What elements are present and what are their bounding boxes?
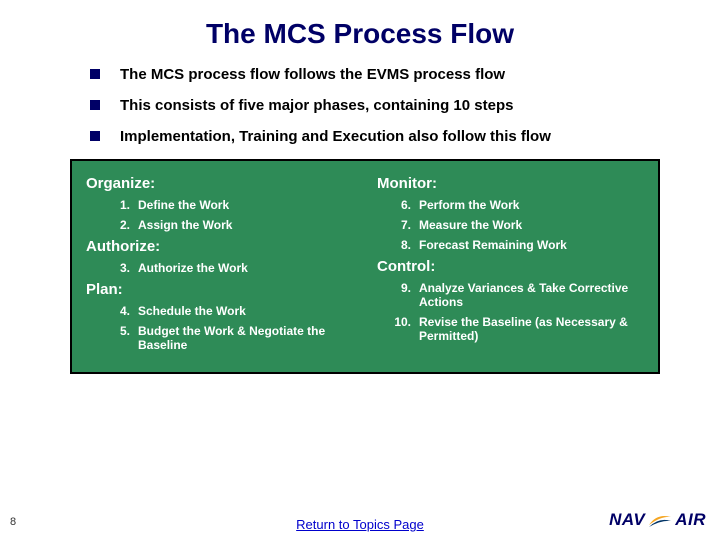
step-number: 6. (391, 198, 419, 212)
step-text: Define the Work (138, 198, 353, 212)
bullet-text: The MCS process flow follows the EVMS pr… (120, 66, 505, 83)
square-bullet-icon (90, 100, 100, 110)
step-number: 2. (114, 218, 138, 232)
section-head-control: Control: (377, 258, 644, 275)
process-flow-box: Organize: 1. Define the Work 2. Assign t… (70, 159, 660, 374)
square-bullet-icon (90, 131, 100, 141)
bullet-item: Implementation, Training and Execution a… (90, 128, 680, 145)
step-row: 1. Define the Work (86, 198, 353, 212)
step-text: Measure the Work (419, 218, 644, 232)
logo-text-air: AIR (675, 510, 706, 530)
step-text: Forecast Remaining Work (419, 238, 644, 252)
flow-left-column: Organize: 1. Define the Work 2. Assign t… (86, 171, 353, 358)
bullet-item: The MCS process flow follows the EVMS pr… (90, 66, 680, 83)
step-row: 7. Measure the Work (377, 218, 644, 232)
step-row: 2. Assign the Work (86, 218, 353, 232)
step-row: 8. Forecast Remaining Work (377, 238, 644, 252)
step-text: Schedule the Work (138, 304, 353, 318)
section-head-plan: Plan: (86, 281, 353, 298)
section-head-organize: Organize: (86, 175, 353, 192)
step-row: 9. Analyze Variances & Take Corrective A… (377, 281, 644, 309)
section-head-monitor: Monitor: (377, 175, 644, 192)
step-text: Analyze Variances & Take Corrective Acti… (419, 281, 644, 309)
bullet-item: This consists of five major phases, cont… (90, 97, 680, 114)
page-title: The MCS Process Flow (0, 0, 720, 66)
step-number: 5. (114, 324, 138, 338)
step-number: 8. (391, 238, 419, 252)
logo-swoosh-icon (647, 511, 673, 529)
logo-text-nav: NAV (609, 510, 645, 530)
bullet-text: Implementation, Training and Execution a… (120, 128, 551, 145)
step-text: Revise the Baseline (as Necessary & Perm… (419, 315, 644, 343)
step-number: 7. (391, 218, 419, 232)
footer: 8 Return to Topics Page NAV AIR (0, 498, 720, 532)
navair-logo: NAV AIR (609, 510, 706, 530)
bullet-list: The MCS process flow follows the EVMS pr… (0, 66, 720, 145)
return-to-topics-link[interactable]: Return to Topics Page (296, 517, 424, 532)
step-row: 4. Schedule the Work (86, 304, 353, 318)
step-row: 6. Perform the Work (377, 198, 644, 212)
step-row: 3. Authorize the Work (86, 261, 353, 275)
flow-right-column: Monitor: 6. Perform the Work 7. Measure … (377, 171, 644, 358)
step-text: Authorize the Work (138, 261, 353, 275)
step-text: Budget the Work & Negotiate the Baseline (138, 324, 353, 352)
step-row: 5. Budget the Work & Negotiate the Basel… (86, 324, 353, 352)
step-text: Assign the Work (138, 218, 353, 232)
step-text: Perform the Work (419, 198, 644, 212)
step-number: 1. (114, 198, 138, 212)
section-head-authorize: Authorize: (86, 238, 353, 255)
step-number: 3. (114, 261, 138, 275)
page-number: 8 (10, 516, 16, 528)
step-number: 9. (391, 281, 419, 295)
step-number: 10. (391, 315, 419, 329)
bullet-text: This consists of five major phases, cont… (120, 97, 513, 114)
step-number: 4. (114, 304, 138, 318)
square-bullet-icon (90, 69, 100, 79)
step-row: 10. Revise the Baseline (as Necessary & … (377, 315, 644, 343)
